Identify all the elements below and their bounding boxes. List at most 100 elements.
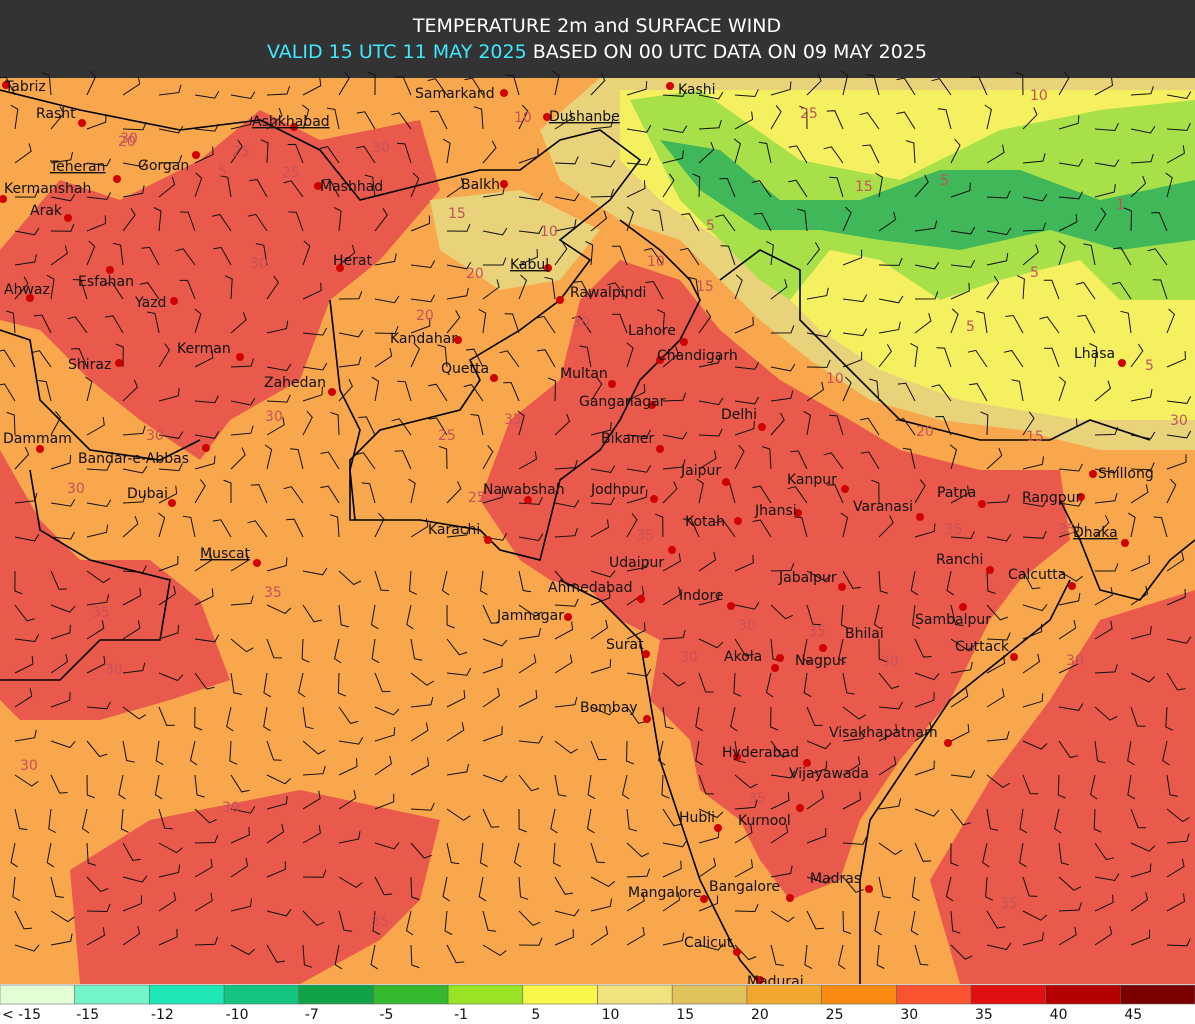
wind-barb [158,585,177,606]
city-marker [794,509,802,517]
wind-barb [698,450,717,470]
contour-label: 30 [222,800,240,816]
wind-barb [590,422,612,436]
wind-barb [590,876,616,888]
wind-barb [518,876,529,900]
wind-barb [720,245,736,266]
wind-barb [949,444,958,470]
wind-barb [302,362,328,371]
wind-barb [945,876,954,902]
colorbar-label: 10 [602,1007,620,1023]
wind-barb [230,672,242,695]
wind-barb [141,246,160,266]
wind-barb [50,876,64,898]
wind-barb [950,182,971,198]
wind-barb [442,876,450,902]
contour-label: 5 [706,218,715,234]
wind-barb [158,864,181,878]
wind-barb [50,498,76,507]
wind-barb [446,763,469,776]
wind-barb [120,808,129,833]
wind-barb [1094,894,1114,912]
wind-barb [550,808,558,834]
wind-barb [158,431,184,439]
wind-barb [194,892,213,912]
wind-barb [194,479,206,504]
wind-barb [326,107,340,130]
wind-barb [374,706,400,716]
wind-barb [283,180,304,198]
wind-barb [374,842,400,850]
wind-barb [518,274,527,300]
wind-barb [698,774,714,795]
wind-barb [823,146,844,164]
wind-barb [734,361,760,370]
city-label: Dubai [127,486,168,502]
wind-barb [914,808,940,817]
wind-barb [698,943,724,951]
wind-barb [518,774,540,792]
wind-barb [437,344,448,368]
wind-barb [408,570,418,595]
wind-barb [1130,863,1152,878]
wind-barb [734,420,755,436]
wind-barb [698,895,719,912]
wind-barb [482,140,497,164]
wind-barb [38,380,52,402]
contour-label: 30 [738,618,756,634]
wind-barb [734,903,759,913]
wind-barb [158,555,179,572]
colorbar-swatch [821,984,897,1005]
wind-barb [878,701,903,710]
wind-barb [914,721,933,742]
wind-barb [338,604,350,628]
wind-barb [770,770,796,779]
wind-barb [611,245,628,266]
wind-barb [734,274,743,300]
wind-barb [1094,515,1110,538]
contour-label: 25 [800,106,818,122]
city-marker [680,338,688,346]
wind-barb [1130,175,1147,198]
wind-barb [1166,938,1191,947]
wind-barb [463,384,484,402]
wind-barb [914,291,939,300]
city-marker [700,895,708,903]
wind-barb [355,452,376,470]
wind-barb [1165,172,1173,198]
contour-label: 25 [438,428,456,444]
city-marker [490,374,498,382]
based-on: BASED ON 00 UTC DATA ON 09 MAY 2025 [533,41,927,63]
city-marker [944,739,952,747]
wind-barb [586,808,595,834]
wind-barb [247,213,268,232]
wind-barb [374,326,399,335]
wind-barb [6,411,16,436]
wind-barb [46,274,55,300]
wind-barb [482,186,506,198]
wind-barb [986,533,1012,542]
city-marker [727,602,735,610]
wind-barb [158,343,171,368]
wind-barb [946,570,955,596]
wind-barb [230,312,247,334]
wind-barb [590,619,609,640]
colorbar-label: < -15 [2,1007,41,1023]
wind-barb [482,445,494,470]
wind-barb [912,604,920,630]
wind-barb [1165,706,1174,731]
wind-barb [931,384,952,402]
wind-barb [1022,456,1044,470]
wind-barb [1022,107,1038,130]
wind-barb [878,515,894,538]
city-marker [648,401,656,409]
wind-barb [871,479,880,504]
city-marker [916,513,924,521]
wind-barb [826,484,844,504]
wind-barb [338,831,361,844]
city-marker [113,175,121,183]
wind-barb [865,74,880,96]
wind-barb [980,411,989,436]
city-marker [656,356,664,364]
wind-barb [1127,740,1135,766]
